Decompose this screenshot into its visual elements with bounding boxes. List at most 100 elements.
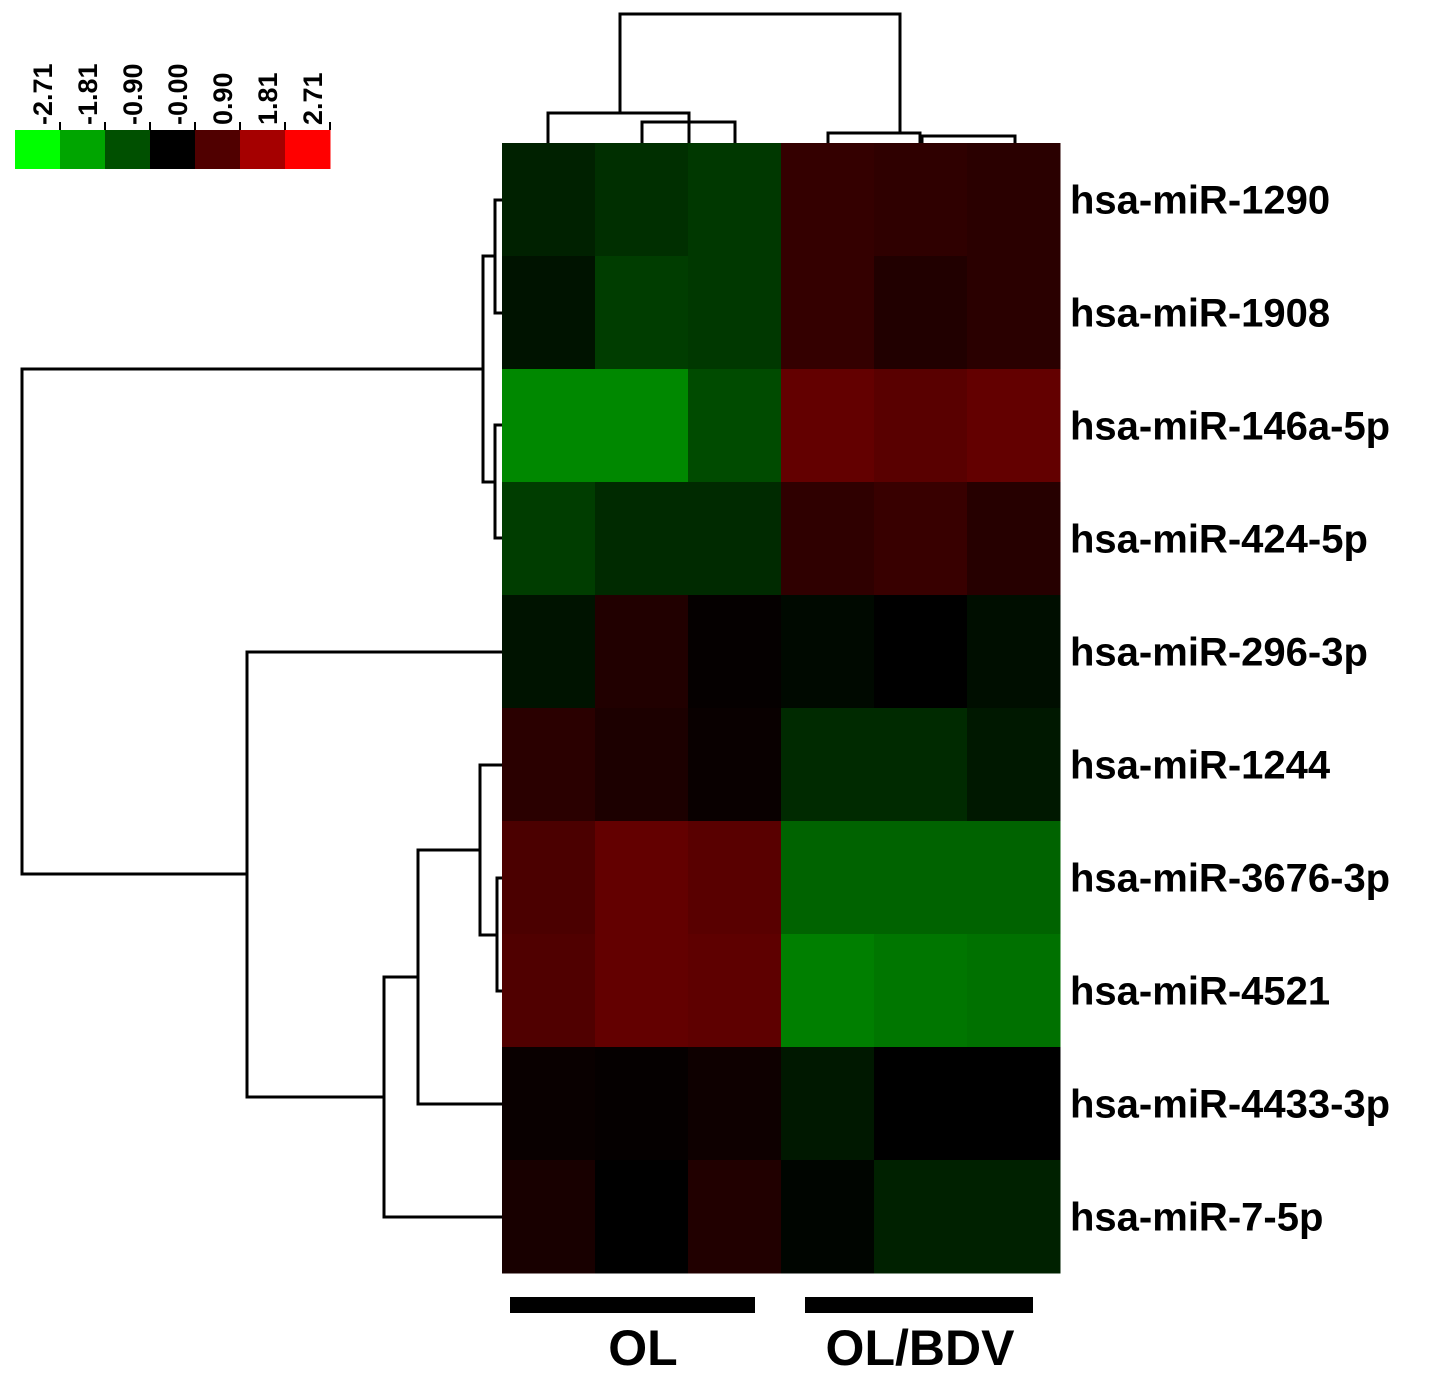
row-dendrogram-branch bbox=[481, 254, 495, 484]
group-bars: OL OL/BDV bbox=[510, 1297, 1033, 1376]
group-label: OL bbox=[608, 1320, 677, 1376]
row-dendrogram-branch bbox=[478, 763, 502, 937]
legend-swatch bbox=[195, 130, 241, 169]
row-dendrogram-branch bbox=[20, 367, 483, 876]
heatmap-cell bbox=[967, 595, 1061, 709]
heatmap-cell bbox=[874, 369, 968, 483]
heatmap-cell bbox=[595, 143, 689, 257]
legend-swatch bbox=[285, 130, 331, 169]
heatmap-cell bbox=[502, 934, 596, 1048]
heatmap-cell bbox=[874, 1047, 968, 1161]
row-dendrogram-branch bbox=[416, 848, 502, 1106]
row-label: hsa-miR-146a-5p bbox=[1070, 405, 1390, 449]
heatmap-cell bbox=[502, 1047, 596, 1161]
heatmap-cell bbox=[595, 482, 689, 596]
heatmap-cell bbox=[874, 143, 968, 257]
legend-tick-label: 0.90 bbox=[208, 72, 238, 125]
heatmap-cell bbox=[967, 256, 1061, 370]
heatmap-cell bbox=[967, 708, 1061, 822]
heatmap-cell bbox=[874, 1160, 968, 1274]
heatmap-cell bbox=[874, 482, 968, 596]
heatmap-cell bbox=[502, 708, 596, 822]
heatmap-cell bbox=[967, 482, 1061, 596]
column-dendrogram-branch bbox=[640, 120, 737, 143]
heatmap-cell bbox=[688, 821, 782, 935]
heatmap-cell bbox=[688, 369, 782, 483]
row-dendrogram-branch bbox=[382, 975, 502, 1219]
row-label: hsa-miR-296-3p bbox=[1070, 631, 1368, 675]
heatmap-cell bbox=[595, 708, 689, 822]
group-label: OL/BDV bbox=[826, 1320, 1016, 1376]
row-label: hsa-miR-3676-3p bbox=[1070, 857, 1390, 901]
legend-tick-label: -0.00 bbox=[163, 63, 193, 125]
heatmap-cell bbox=[967, 369, 1061, 483]
legend-tick-label: 1.81 bbox=[253, 72, 283, 125]
legend-swatch bbox=[240, 130, 286, 169]
row-label: hsa-miR-4433-3p bbox=[1070, 1083, 1390, 1127]
heatmap-cell bbox=[688, 934, 782, 1048]
heatmap-cell bbox=[595, 821, 689, 935]
heatmap-cell bbox=[688, 482, 782, 596]
row-label: hsa-miR-7-5p bbox=[1070, 1196, 1323, 1240]
heatmap-cell bbox=[595, 934, 689, 1048]
legend-swatch bbox=[150, 130, 196, 169]
heatmap-cell bbox=[781, 143, 875, 257]
heatmap-cell bbox=[688, 595, 782, 709]
heatmap-cell bbox=[874, 821, 968, 935]
column-dendrogram bbox=[546, 12, 1017, 143]
legend-swatch bbox=[15, 130, 61, 169]
heatmap-cell bbox=[688, 708, 782, 822]
heatmap-cell bbox=[688, 256, 782, 370]
row-label: hsa-miR-1290 bbox=[1070, 179, 1330, 223]
legend-swatch bbox=[105, 130, 151, 169]
heatmap-cell bbox=[781, 934, 875, 1048]
legend-tick-label: -0.90 bbox=[118, 63, 148, 125]
heatmap-cell bbox=[781, 1160, 875, 1274]
heatmap-cell bbox=[502, 821, 596, 935]
heatmap-cell bbox=[502, 482, 596, 596]
legend-tick-label: 2.71 bbox=[298, 72, 328, 125]
heatmap-cell bbox=[502, 143, 596, 257]
row-dendrogram-branch bbox=[495, 876, 502, 993]
heatmap-cells bbox=[502, 143, 1061, 1274]
heatmap-cell bbox=[595, 1160, 689, 1274]
heatmap-cell bbox=[688, 143, 782, 257]
heatmap-cell bbox=[595, 1047, 689, 1161]
column-dendrogram-branch bbox=[920, 134, 1017, 143]
row-label: hsa-miR-1244 bbox=[1070, 744, 1331, 788]
row-dendrogram-branch bbox=[493, 198, 502, 315]
heatmap-cell bbox=[781, 595, 875, 709]
heatmap-cell bbox=[595, 256, 689, 370]
heatmap-cell bbox=[967, 143, 1061, 257]
heatmap-cell bbox=[967, 934, 1061, 1048]
legend-swatch bbox=[60, 130, 106, 169]
heatmap-cell bbox=[781, 482, 875, 596]
heatmap-cell bbox=[502, 595, 596, 709]
heatmap-cell bbox=[874, 595, 968, 709]
heatmap-cell bbox=[874, 934, 968, 1048]
color-scale-legend: -2.71 -1.81 -0.90 -0.00 0.90 1.81 2.71 bbox=[15, 63, 331, 169]
heatmap-cell bbox=[688, 1160, 782, 1274]
row-label: hsa-miR-1908 bbox=[1070, 292, 1330, 336]
heatmap-cell bbox=[595, 595, 689, 709]
column-dendrogram-branch bbox=[546, 111, 691, 143]
heatmap-cell bbox=[967, 1160, 1061, 1274]
legend-tick-label: -2.71 bbox=[28, 63, 58, 125]
row-labels: hsa-miR-1290 hsa-miR-1908 hsa-miR-146a-5p h… bbox=[1070, 179, 1390, 1240]
heatmap-cell bbox=[595, 369, 689, 483]
column-dendrogram-branch bbox=[618, 12, 902, 133]
row-dendrogram-branch bbox=[493, 423, 502, 540]
row-dendrogram bbox=[20, 198, 502, 1219]
column-dendrogram-branch bbox=[826, 131, 922, 143]
group-bar bbox=[510, 1297, 755, 1313]
heatmap-cell bbox=[967, 821, 1061, 935]
group-bar bbox=[805, 1297, 1033, 1313]
legend-tick-label: -1.81 bbox=[73, 63, 103, 125]
heatmap-cell bbox=[688, 1047, 782, 1161]
heatmap-cell bbox=[874, 708, 968, 822]
row-label: hsa-miR-4521 bbox=[1070, 970, 1330, 1014]
row-label: hsa-miR-424-5p bbox=[1070, 518, 1368, 562]
heatmap-cell bbox=[502, 369, 596, 483]
